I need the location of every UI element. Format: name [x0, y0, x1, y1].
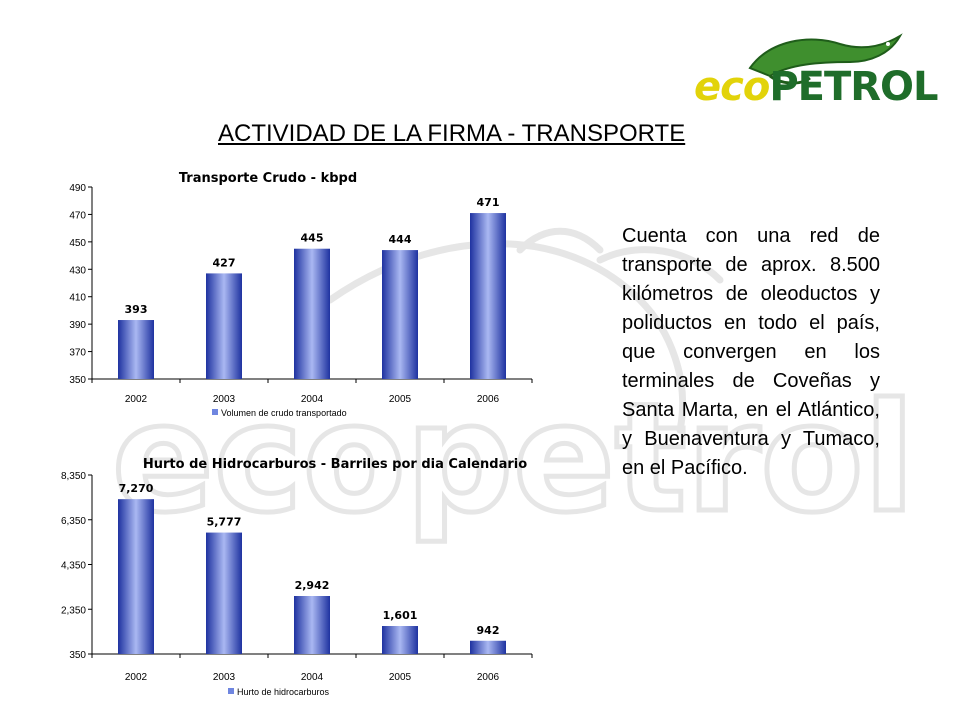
- iguana-icon: [748, 33, 903, 85]
- bar-2006: [470, 213, 506, 379]
- chart-title: Transporte Crudo - kbpd: [179, 171, 357, 186]
- y-tick-label: 6,350: [61, 516, 86, 527]
- page-title: ACTIVIDAD DE LA FIRMA - TRANSPORTE: [218, 120, 686, 147]
- x-tick-label: 2004: [301, 394, 324, 405]
- data-label-2003: 5,777: [207, 516, 242, 529]
- y-tick-label: 350: [69, 375, 86, 386]
- y-tick-label: 2,350: [61, 605, 86, 616]
- y-tick-label: 390: [69, 320, 86, 331]
- data-label-2002: 393: [125, 303, 148, 316]
- x-tick-label: 2005: [389, 394, 412, 405]
- y-tick-label: 430: [69, 265, 86, 276]
- logo-eco: eco: [694, 64, 770, 110]
- data-label-2005: 1,601: [383, 609, 418, 622]
- data-label-2003: 427: [213, 256, 236, 269]
- transporte-crudo-chart: Transporte Crudo - kbpd 350 370 390 410 430 45…: [69, 171, 533, 418]
- bar-2002: [118, 499, 154, 654]
- chart-title: Hurto de Hidrocarburos - Barriles por di…: [143, 457, 527, 472]
- y-tick-label: 4,350: [61, 561, 86, 572]
- data-label-2006: 471: [477, 196, 500, 209]
- x-tick-label: 2005: [389, 672, 412, 683]
- y-tick-label: 450: [69, 238, 86, 249]
- ecopetrol-logo: ecoPETROL: [690, 28, 939, 110]
- legend-label: Hurto de hidrocarburos: [237, 687, 330, 697]
- legend-swatch: [212, 409, 218, 415]
- x-tick-label: 2004: [301, 672, 324, 683]
- bar-2005: [382, 626, 418, 654]
- logo-petrol: PETROL: [769, 64, 938, 110]
- y-tick-label: 490: [69, 183, 86, 194]
- data-label-2004: 445: [301, 232, 324, 245]
- data-label-2005: 444: [389, 233, 412, 246]
- bar-2006: [470, 640, 506, 654]
- y-tick-label: 470: [69, 210, 86, 221]
- svg-text:ecopetrol: ecopetrol: [112, 372, 915, 546]
- y-tick-label: 8,350: [61, 471, 86, 482]
- bar-2003: [206, 532, 242, 654]
- legend-label: Volumen de crudo transportado: [221, 408, 347, 418]
- data-label-2002: 7,270: [119, 482, 154, 495]
- logo-wordmark: ecoPETROL: [694, 64, 939, 110]
- x-tick-label: 2003: [213, 394, 236, 405]
- x-tick-label: 2002: [125, 394, 148, 405]
- data-label-2004: 2,942: [295, 579, 330, 592]
- bar-2004: [294, 248, 330, 379]
- description-text: Cuenta con una red de transporte de apro…: [622, 225, 880, 479]
- bar-2002: [118, 320, 154, 379]
- x-tick-label: 2006: [477, 672, 500, 683]
- legend-swatch: [228, 688, 234, 694]
- x-tick-label: 2002: [125, 672, 148, 683]
- bar-2003: [206, 273, 242, 379]
- data-label-2006: 942: [477, 624, 500, 637]
- y-tick-label: 350: [69, 650, 86, 661]
- hurto-hidrocarburos-chart: Hurto de Hidrocarburos - Barriles por di…: [61, 457, 533, 697]
- bar-2004: [294, 596, 330, 654]
- x-tick-label: 2003: [213, 672, 236, 683]
- y-tick-label: 410: [69, 293, 86, 304]
- x-tick-label: 2006: [477, 394, 500, 405]
- bar-2005: [382, 250, 418, 379]
- y-tick-label: 370: [69, 348, 86, 359]
